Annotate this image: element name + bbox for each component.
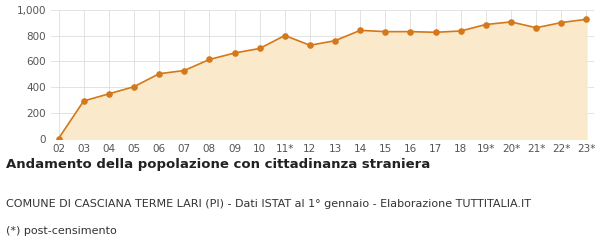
Point: [532, 26, 541, 30]
Point: [506, 20, 516, 24]
Point: [154, 72, 164, 76]
Point: [581, 18, 591, 21]
Text: COMUNE DI CASCIANA TERME LARI (PI) - Dati ISTAT al 1° gennaio - Elaborazione TUT: COMUNE DI CASCIANA TERME LARI (PI) - Dat…: [6, 199, 531, 209]
Point: [230, 51, 239, 55]
Point: [456, 29, 466, 33]
Point: [355, 28, 365, 32]
Point: [280, 34, 290, 37]
Point: [205, 58, 214, 61]
Point: [179, 69, 189, 72]
Point: [129, 85, 139, 89]
Point: [255, 47, 265, 50]
Point: [431, 30, 440, 34]
Point: [79, 99, 88, 103]
Point: [481, 23, 491, 26]
Point: [305, 43, 315, 47]
Point: [104, 92, 113, 96]
Point: [406, 30, 415, 34]
Point: [557, 21, 566, 24]
Point: [380, 30, 390, 34]
Point: [330, 39, 340, 43]
Point: [54, 137, 64, 140]
Text: Andamento della popolazione con cittadinanza straniera: Andamento della popolazione con cittadin…: [6, 158, 430, 171]
Text: (*) post-censimento: (*) post-censimento: [6, 226, 117, 236]
